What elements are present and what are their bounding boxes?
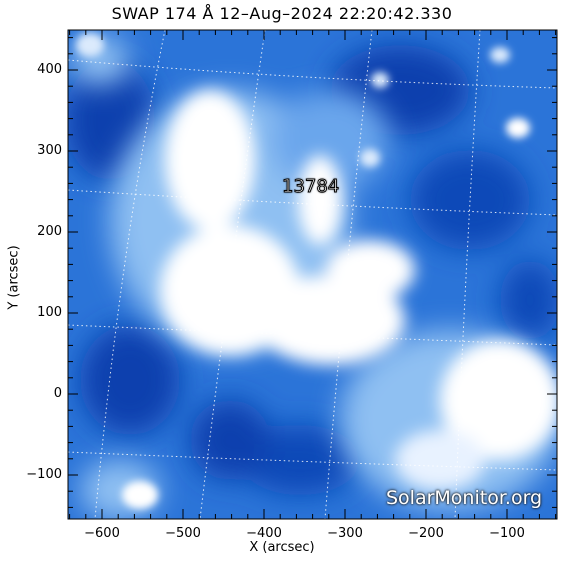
y-tick-label: −100 [26, 467, 62, 482]
x-tick-label: −100 [489, 526, 525, 541]
watermark: SolarMonitor.org [386, 487, 543, 509]
active-region-label: 13784 [281, 176, 340, 198]
x-tick-label: −300 [327, 526, 363, 541]
x-tick-label: −600 [84, 526, 120, 541]
y-tick-label: 300 [37, 143, 62, 158]
y-tick-label: 100 [37, 305, 62, 320]
x-axis-label: X (arcsec) [249, 540, 315, 555]
image-title: SWAP 174 Å 12–Aug–2024 22:20:42.330 [111, 4, 453, 23]
axis-ticks [68, 30, 557, 519]
solar-image-area [68, 30, 557, 519]
x-tick-label: −200 [408, 526, 444, 541]
y-tick-label: 0 [53, 386, 62, 401]
x-tick-label: −400 [246, 526, 282, 541]
y-tick-label: 400 [37, 62, 62, 77]
y-tick-label: 200 [37, 224, 62, 239]
x-tick-label: −500 [165, 526, 201, 541]
y-axis-label: Y (arcsec) [6, 245, 22, 310]
